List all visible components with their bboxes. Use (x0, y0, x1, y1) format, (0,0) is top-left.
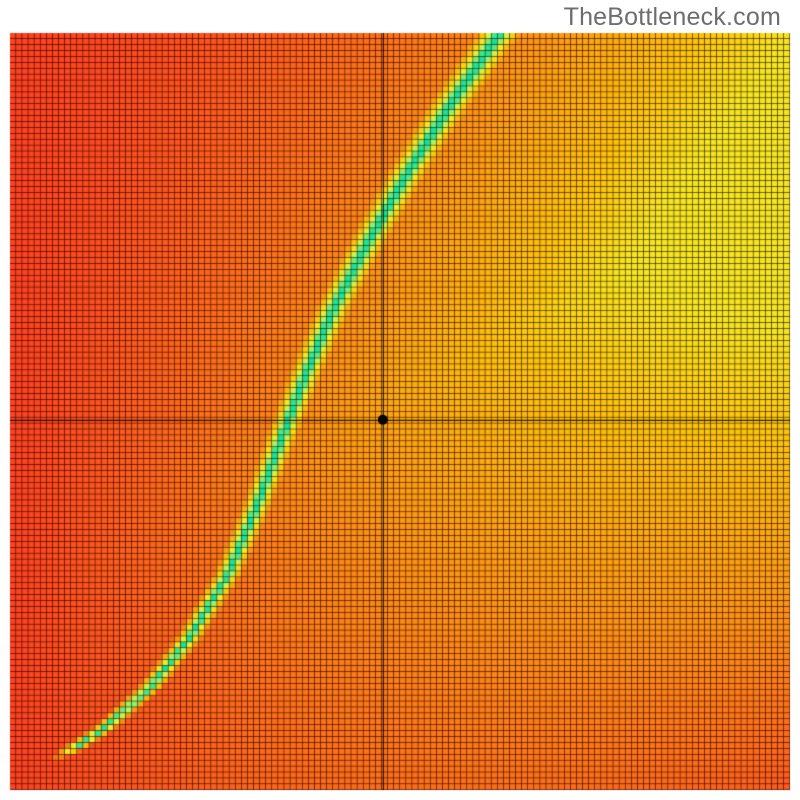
watermark-text: TheBottleneck.com (564, 3, 781, 32)
crosshair-overlay (0, 0, 800, 800)
stage: TheBottleneck.com (0, 0, 800, 800)
